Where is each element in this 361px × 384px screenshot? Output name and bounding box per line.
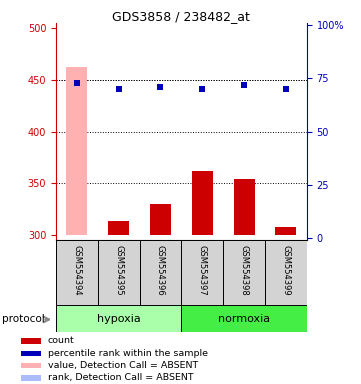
Bar: [234, 179, 255, 235]
Bar: [98, 240, 140, 305]
Bar: [150, 204, 171, 235]
Bar: [265, 240, 307, 305]
Text: GDS3858 / 238482_at: GDS3858 / 238482_at: [112, 10, 249, 23]
Bar: [21, 338, 40, 344]
Text: protocol: protocol: [2, 314, 44, 324]
Bar: [56, 240, 98, 305]
Text: percentile rank within the sample: percentile rank within the sample: [48, 349, 208, 358]
Text: GSM554396: GSM554396: [156, 245, 165, 296]
Bar: [108, 222, 129, 235]
Text: GSM554395: GSM554395: [114, 245, 123, 296]
Bar: [56, 305, 181, 332]
Bar: [181, 305, 307, 332]
Bar: [192, 171, 213, 235]
Bar: [275, 227, 296, 235]
Text: count: count: [48, 336, 74, 346]
Text: value, Detection Call = ABSENT: value, Detection Call = ABSENT: [48, 361, 198, 370]
Bar: [181, 240, 223, 305]
Text: rank, Detection Call = ABSENT: rank, Detection Call = ABSENT: [48, 373, 193, 382]
Bar: [21, 363, 40, 368]
Text: GSM554398: GSM554398: [240, 245, 249, 296]
Text: GSM554394: GSM554394: [72, 245, 81, 296]
Text: hypoxia: hypoxia: [97, 314, 140, 324]
Bar: [223, 240, 265, 305]
Text: GSM554399: GSM554399: [282, 245, 291, 296]
Text: GSM554397: GSM554397: [198, 245, 207, 296]
Bar: [66, 68, 87, 235]
Bar: [21, 375, 40, 381]
Text: normoxia: normoxia: [218, 314, 270, 324]
Bar: [21, 351, 40, 356]
Bar: [140, 240, 181, 305]
